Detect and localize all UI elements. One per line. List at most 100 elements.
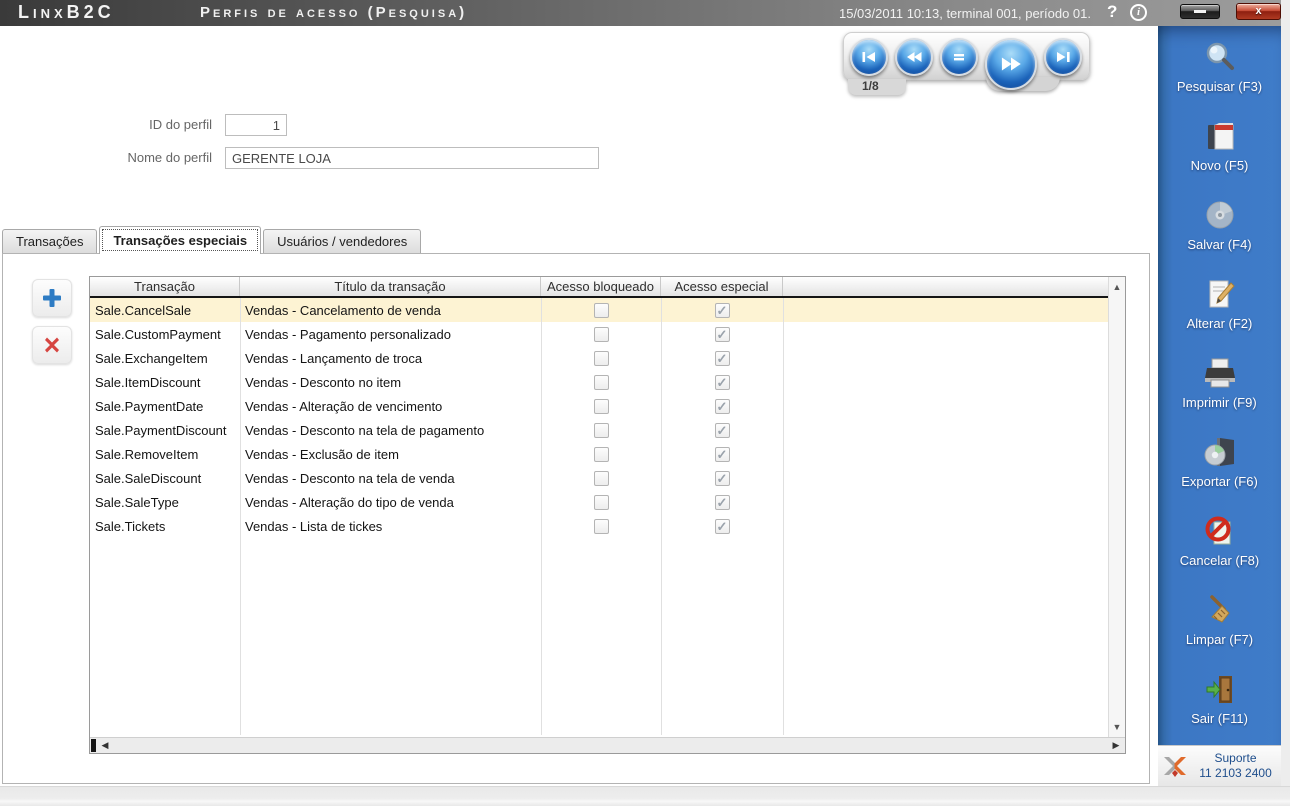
transaction-cell: Sale.Tickets [95, 518, 166, 534]
horizontal-scrollbar[interactable]: ◀ ▶ [90, 737, 1125, 753]
sidebar-button-limpar[interactable]: Limpar (F7) [1158, 579, 1281, 658]
record-navigator: 1/8 [843, 32, 1090, 95]
info-icon[interactable]: i [1130, 4, 1147, 21]
acesso-especial-checkbox[interactable] [714, 350, 730, 366]
table-row[interactable]: Sale.CancelSale Vendas - Cancelamento de… [90, 298, 1109, 322]
scroll-up-icon[interactable]: ▲ [1112, 282, 1122, 292]
previous-record-button[interactable] [895, 38, 933, 76]
transaction-cell: Sale.ExchangeItem [95, 350, 208, 366]
column-header-titulo: Título da transação [240, 277, 541, 296]
acesso-especial-checkbox[interactable] [714, 518, 730, 534]
acesso-especial-checkbox[interactable] [714, 398, 730, 414]
acesso-bloqueado-checkbox[interactable] [593, 422, 609, 438]
sidebar-label: Exportar (F6) [1181, 473, 1258, 489]
minimize-icon [1194, 10, 1206, 13]
sidebar-button-novo[interactable]: Novo (F5) [1158, 105, 1281, 184]
support-line2: 11 2103 2400 [1199, 766, 1272, 780]
acesso-bloqueado-checkbox[interactable] [593, 446, 609, 462]
transaction-cell: Sale.PaymentDate [95, 398, 204, 414]
search-icon [1200, 38, 1240, 76]
profile-name-field[interactable] [225, 147, 599, 169]
sidebar-label: Salvar (F4) [1187, 236, 1252, 252]
acesso-bloqueado-checkbox[interactable] [593, 518, 609, 534]
scroll-down-icon[interactable]: ▼ [1112, 722, 1122, 732]
table-row[interactable]: Sale.ItemDiscount Vendas - Desconto no i… [90, 370, 1108, 394]
cancel-icon [1200, 512, 1240, 550]
transaction-cell: Sale.SaleDiscount [95, 470, 202, 486]
first-record-button[interactable] [850, 38, 888, 76]
horizontal-scroll-thumb[interactable] [91, 739, 96, 752]
transaction-title-cell: Vendas - Lançamento de troca [245, 350, 423, 366]
record-position: 1/8 [848, 79, 906, 95]
next-record-icon [1001, 57, 1021, 71]
transaction-title-cell: Vendas - Pagamento personalizado [245, 326, 451, 342]
scroll-right-icon[interactable]: ▶ [1112, 740, 1120, 750]
record-list-button[interactable] [940, 38, 978, 76]
transaction-title-cell: Vendas - Desconto no item [245, 374, 402, 390]
tab-transacoes[interactable]: Transações [2, 229, 98, 254]
page-title: Perfis de acesso (Pesquisa) [200, 4, 468, 21]
minimize-button[interactable] [1180, 4, 1220, 19]
help-icon[interactable]: ? [1107, 2, 1118, 21]
tab-transacoes-especiais[interactable]: Transações especiais [99, 226, 262, 254]
delete-x-icon [45, 337, 59, 353]
column-divider [240, 298, 241, 735]
app-window: LinxB2C Perfis de acesso (Pesquisa) 15/0… [0, 0, 1281, 786]
transaction-cell: Sale.CustomPayment [95, 326, 221, 342]
sidebar-button-alterar[interactable]: Alterar (F2) [1158, 263, 1281, 342]
acesso-bloqueado-checkbox[interactable] [593, 350, 609, 366]
tab-panel: Transação Título da transação Acesso blo… [2, 253, 1150, 784]
acesso-especial-checkbox[interactable] [714, 470, 730, 486]
acesso-bloqueado-checkbox[interactable] [593, 470, 609, 486]
acesso-especial-checkbox[interactable] [714, 374, 730, 390]
last-record-button[interactable] [1044, 38, 1082, 76]
column-divider [541, 298, 542, 735]
transaction-title-cell: Vendas - Desconto na tela de venda [245, 470, 455, 486]
session-status: 15/03/2011 10:13, terminal 001, período … [838, 6, 1091, 21]
acesso-especial-checkbox[interactable] [714, 494, 730, 510]
next-record-button[interactable] [985, 38, 1037, 90]
add-row-button[interactable] [32, 279, 72, 317]
table-row[interactable]: Sale.SaleType Vendas - Alteração do tipo… [90, 490, 1108, 514]
table-row[interactable]: Sale.ExchangeItem Vendas - Lançamento de… [90, 346, 1108, 370]
acesso-bloqueado-checkbox[interactable] [593, 398, 609, 414]
acesso-bloqueado-checkbox[interactable] [593, 302, 609, 318]
table-row[interactable]: Sale.SaleDiscount Vendas - Desconto na t… [90, 466, 1108, 490]
sidebar-label: Imprimir (F9) [1182, 394, 1257, 410]
profile-id-field[interactable] [225, 114, 287, 136]
linx-logo-icon [1160, 751, 1190, 781]
profile-id-label: ID do perfil [149, 117, 212, 132]
sidebar-label: Cancelar (F8) [1179, 552, 1260, 568]
sidebar-button-cancelar[interactable]: Cancelar (F8) [1158, 500, 1281, 579]
sidebar-label: Alterar (F2) [1186, 315, 1253, 331]
delete-row-button[interactable] [32, 326, 72, 364]
sidebar-button-imprimir[interactable]: Imprimir (F9) [1158, 342, 1281, 421]
acesso-bloqueado-checkbox[interactable] [593, 374, 609, 390]
table-row[interactable]: Sale.PaymentDiscount Vendas - Desconto n… [90, 418, 1108, 442]
sidebar-button-exportar[interactable]: Exportar (F6) [1158, 421, 1281, 500]
table-row[interactable]: Sale.CustomPayment Vendas - Pagamento pe… [90, 322, 1108, 346]
column-divider [661, 298, 662, 735]
profile-name-label: Nome do perfil [127, 150, 212, 165]
tab-usuarios-vendedores[interactable]: Usuários / vendedores [263, 229, 422, 254]
acesso-especial-checkbox[interactable] [714, 446, 730, 462]
close-button[interactable]: x [1236, 3, 1281, 20]
table-row[interactable]: Sale.Tickets Vendas - Lista de tickes [90, 514, 1108, 538]
acesso-especial-checkbox[interactable] [714, 422, 730, 438]
scroll-left-icon[interactable]: ◀ [101, 740, 109, 750]
sidebar-button-sair[interactable]: Sair (F11) [1158, 658, 1281, 737]
sidebar-label: Pesquisar (F3) [1176, 78, 1263, 94]
transaction-title-cell: Vendas - Cancelamento de venda [245, 302, 441, 318]
acesso-bloqueado-checkbox[interactable] [593, 326, 609, 342]
sidebar-button-salvar[interactable]: Salvar (F4) [1158, 184, 1281, 263]
table-row[interactable]: Sale.PaymentDate Vendas - Alteração de v… [90, 394, 1108, 418]
acesso-especial-checkbox[interactable] [714, 326, 730, 342]
vertical-scrollbar[interactable]: ▲ ▼ [1108, 277, 1125, 737]
titlebar: LinxB2C Perfis de acesso (Pesquisa) 15/0… [0, 0, 1281, 26]
transaction-cell: Sale.ItemDiscount [95, 374, 201, 390]
acesso-bloqueado-checkbox[interactable] [593, 494, 609, 510]
acesso-especial-checkbox[interactable] [714, 302, 730, 318]
broom-icon [1200, 591, 1240, 629]
table-row[interactable]: Sale.RemoveItem Vendas - Exclusão de ite… [90, 442, 1108, 466]
sidebar-button-pesquisar[interactable]: Pesquisar (F3) [1158, 26, 1281, 105]
